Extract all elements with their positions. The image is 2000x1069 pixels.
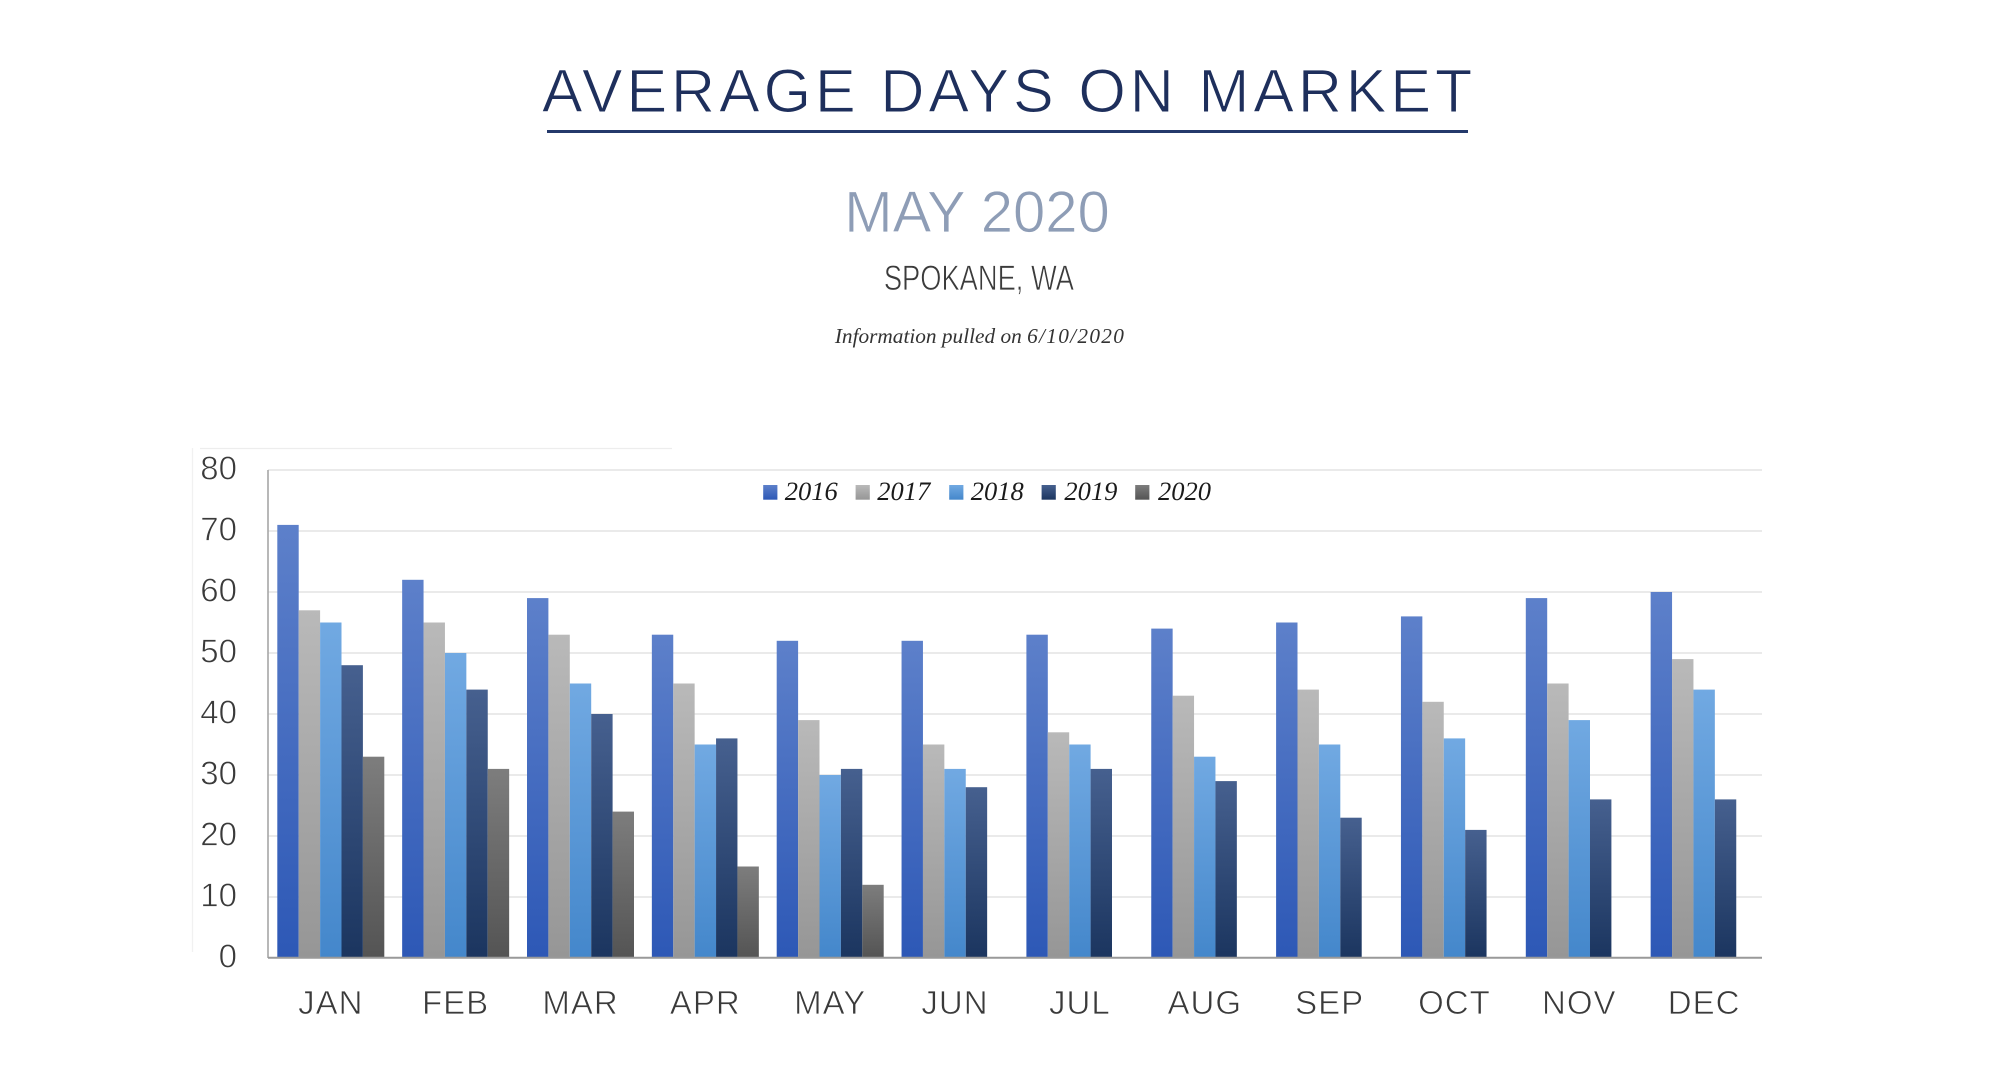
svg-text:2019: 2019: [1064, 476, 1117, 506]
svg-text:60: 60: [200, 572, 237, 609]
svg-text:MAY: MAY: [794, 984, 866, 1021]
svg-text:20: 20: [200, 816, 237, 853]
svg-text:JUN: JUN: [921, 984, 988, 1021]
svg-text:JAN: JAN: [298, 984, 363, 1021]
svg-text:MAR: MAR: [542, 984, 618, 1021]
svg-text:2017: 2017: [877, 476, 932, 506]
svg-text:JUL: JUL: [1049, 984, 1111, 1021]
svg-text:2020: 2020: [1158, 476, 1211, 506]
svg-text:AUG: AUG: [1168, 984, 1243, 1021]
svg-text:30: 30: [200, 755, 237, 792]
svg-text:40: 40: [200, 694, 237, 731]
svg-text:50: 50: [200, 633, 237, 670]
svg-text:FEB: FEB: [422, 984, 489, 1021]
svg-text:OCT: OCT: [1418, 984, 1491, 1021]
svg-text:APR: APR: [670, 984, 741, 1021]
svg-text:80: 80: [200, 450, 237, 487]
svg-text:NOV: NOV: [1542, 984, 1617, 1021]
svg-text:SEP: SEP: [1295, 984, 1364, 1021]
svg-text:DEC: DEC: [1668, 984, 1741, 1021]
svg-text:2016: 2016: [785, 476, 839, 506]
svg-text:2018: 2018: [971, 476, 1024, 506]
svg-text:70: 70: [200, 511, 237, 548]
svg-text:0: 0: [219, 938, 237, 975]
svg-text:10: 10: [200, 877, 237, 914]
